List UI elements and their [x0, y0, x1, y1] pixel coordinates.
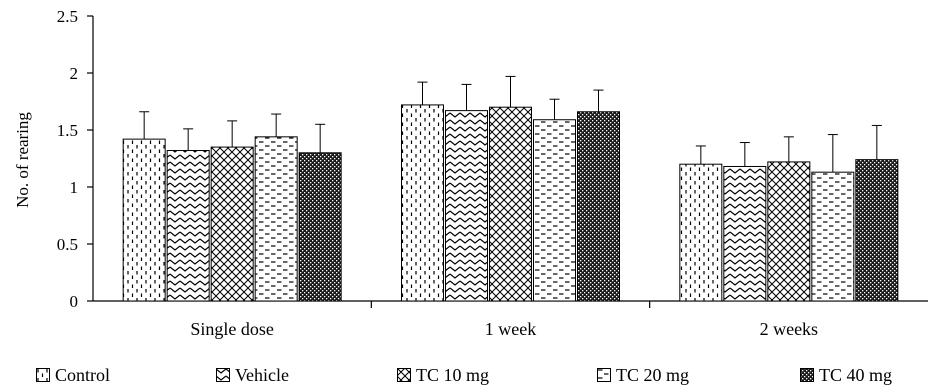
bar-tc-20-mg-0: [254, 136, 298, 302]
bar-tc-40-mg-2: [855, 159, 899, 302]
y-tick-label: 2.5: [57, 7, 78, 26]
legend-swatch: [36, 368, 50, 382]
legend-swatch: [397, 368, 411, 382]
y-tick-label: 0.5: [57, 235, 78, 254]
y-tick-label: 1.5: [57, 121, 78, 140]
bar-tc-40-mg-1: [577, 111, 620, 302]
bar-vehicle-1: [445, 110, 488, 302]
legend-item-tc-40-mg: TC 40 mg: [800, 364, 892, 386]
legend-label: Control: [55, 364, 111, 385]
bar-tc-20-mg-1: [533, 119, 576, 302]
bar-tc-40-mg-0: [298, 152, 342, 302]
y-tick-label: 0: [70, 292, 79, 311]
y-axis-title: No. of rearing: [13, 112, 32, 208]
category-labels: Single dose 1 week 2 weeks: [190, 319, 818, 339]
legend-label: TC 10 mg: [416, 364, 490, 385]
legend-label: TC 40 mg: [819, 364, 893, 385]
bar-tc-20-mg-2: [811, 171, 855, 302]
bar-control-1: [401, 104, 444, 302]
legend-item-control: Control: [36, 364, 110, 386]
category-label: 1 week: [485, 319, 536, 339]
bar-chart: No. of rearing 0 0.5 1 1.5 2 2.5 Single dose 1…: [13, 7, 928, 339]
y-tick-label: 1: [70, 178, 79, 197]
bar-vehicle-0: [166, 150, 210, 302]
legend-label: Vehicle: [235, 364, 289, 385]
bar-control-0: [122, 138, 166, 302]
legend-swatch: [800, 368, 814, 382]
y-tick-label: 2: [70, 64, 79, 83]
legend-label: TC 20 mg: [616, 364, 690, 385]
y-axis-label: No. of rearing: [13, 112, 32, 208]
category-label: 2 weeks: [760, 319, 818, 339]
category-label: Single dose: [190, 319, 274, 339]
legend-item-tc-20-mg: TC 20 mg: [597, 364, 689, 386]
legend: Control Vehicle TC 10 mg TC 20 mg TC 40 mg: [0, 362, 937, 389]
bar-vehicle-2: [723, 165, 767, 302]
bar-control-2: [679, 163, 723, 302]
bar-tc-10-mg-0: [210, 146, 254, 302]
bars: [122, 75, 899, 302]
legend-swatch: [216, 368, 230, 382]
legend-item-vehicle: Vehicle: [216, 364, 289, 386]
legend-item-tc-10-mg: TC 10 mg: [397, 364, 489, 386]
legend-swatch: [597, 368, 611, 382]
bar-tc-10-mg-1: [489, 106, 532, 302]
bar-tc-10-mg-2: [767, 161, 811, 302]
